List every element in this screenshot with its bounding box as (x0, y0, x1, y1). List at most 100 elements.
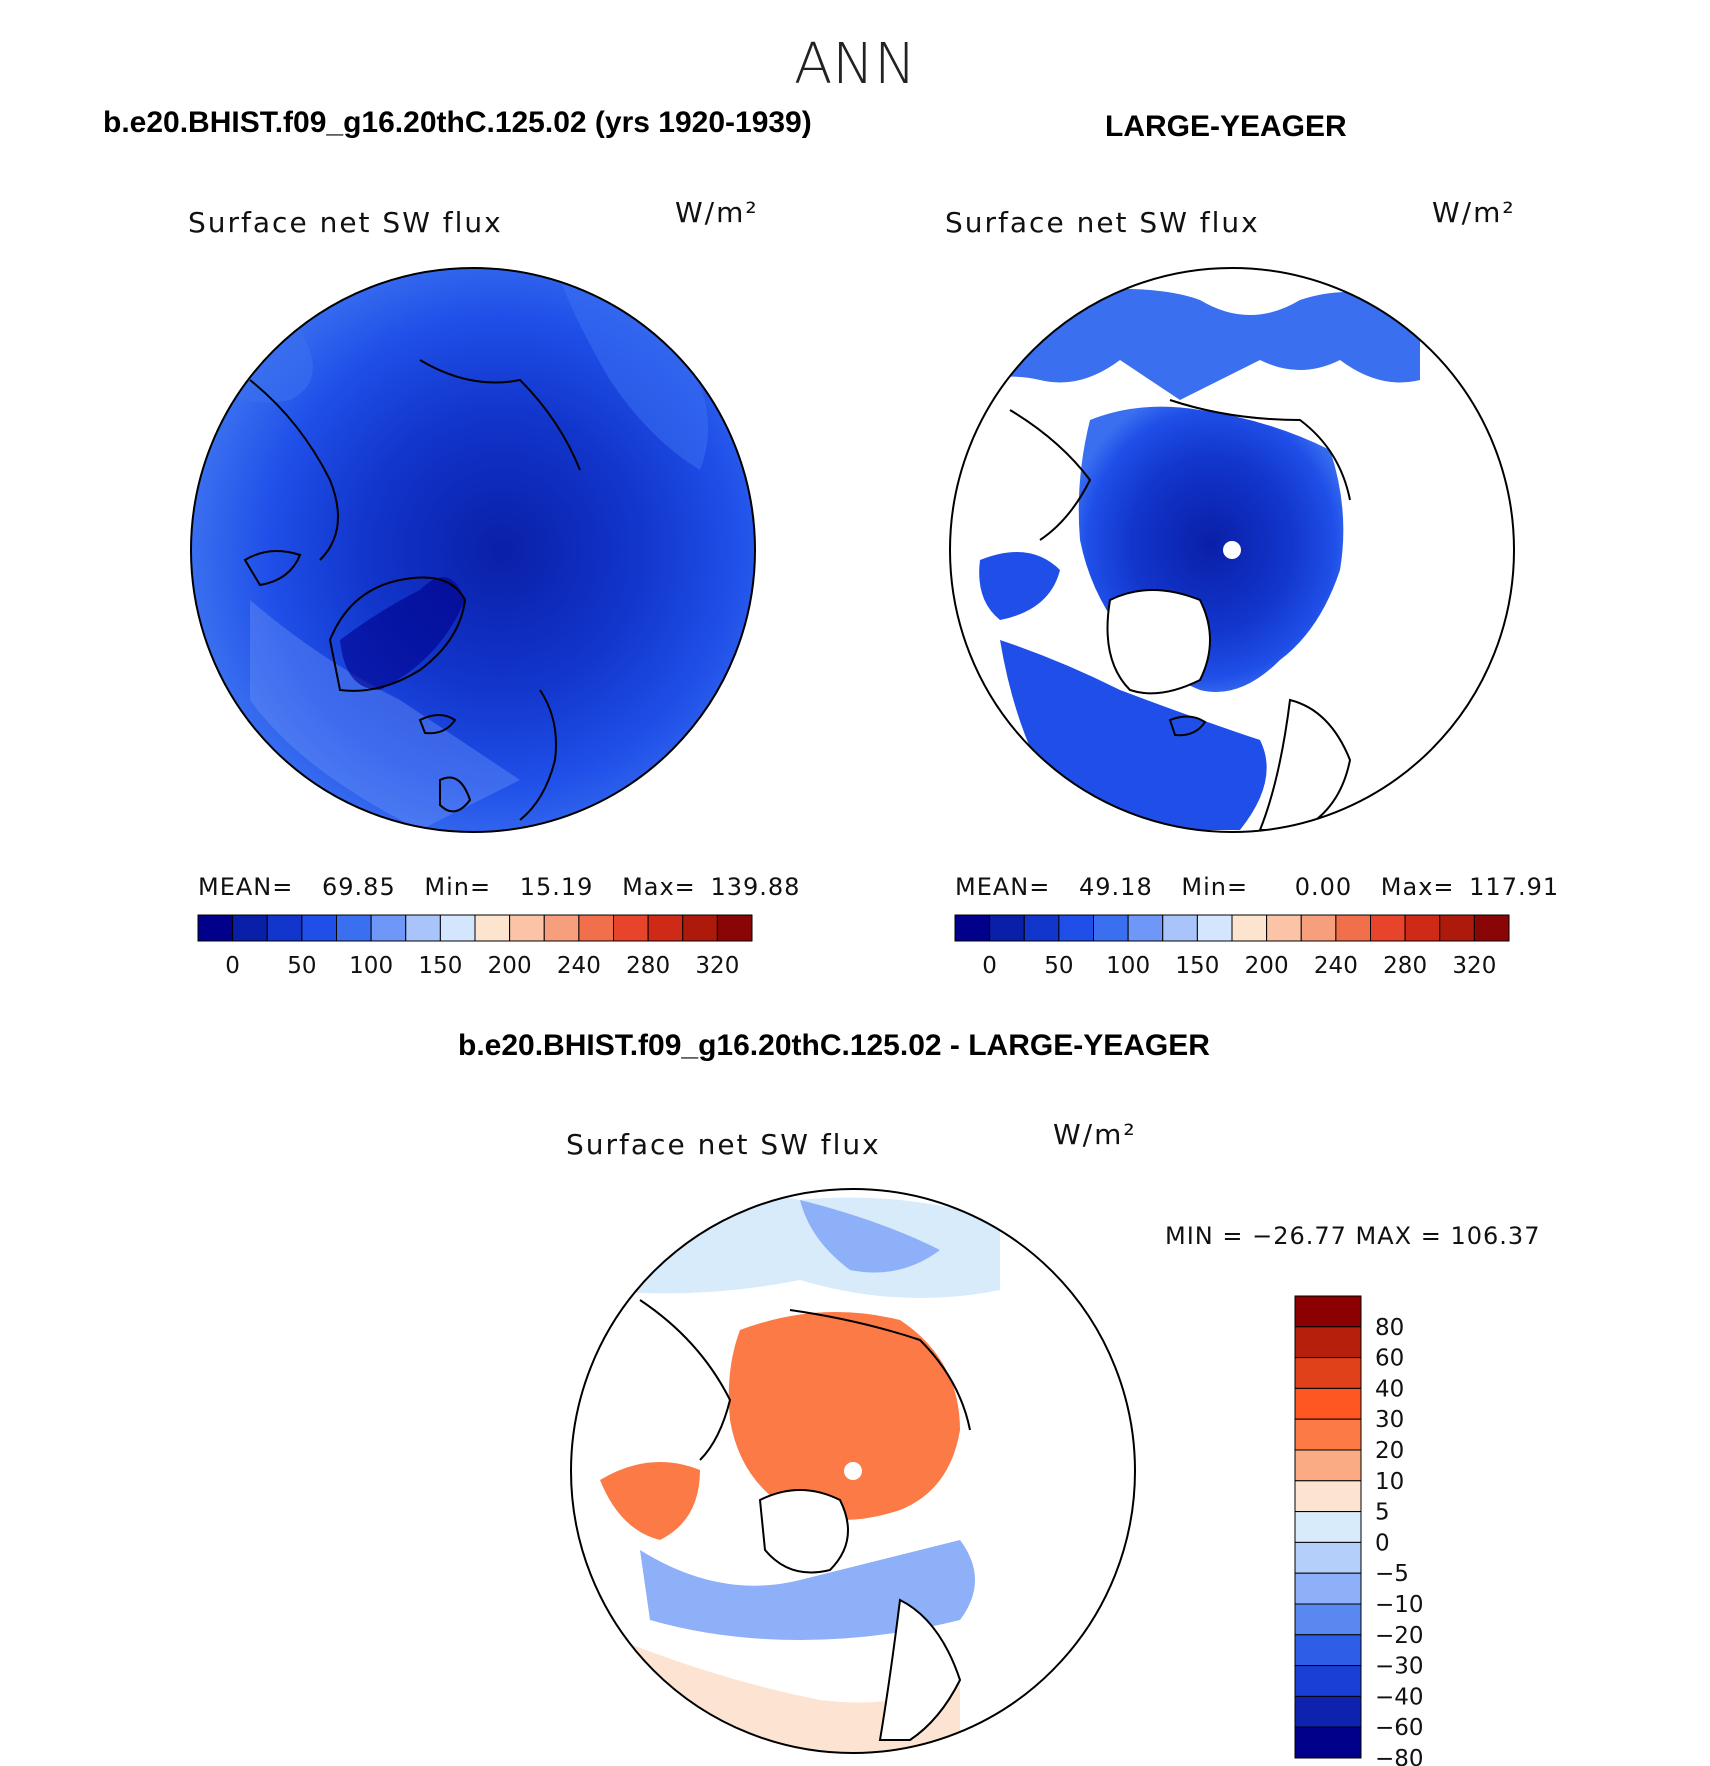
diff-colorbar-swatch (1294, 1603, 1362, 1636)
left-map-coast-scandinavia (519, 689, 557, 821)
diff-colorbar: 80 60 40 30 20 10 5 0 −5 −10 −20 −30 −40 −60 −80 (1294, 1295, 1424, 1766)
diff-colorbar-tick-label: −30 (1375, 1654, 1424, 1680)
diff-panel-title: b.e20.BHIST.f09_g16.20thC.125.02 - LARGE… (458, 1029, 1210, 1062)
diff-colorbar-tick-label: 30 (1375, 1407, 1404, 1433)
left-max-value: 139.88 (710, 873, 801, 901)
right-map-region-labrador (979, 552, 1060, 620)
diff-units-label: W/m² (1053, 1118, 1137, 1151)
diff-colorbar-tick-label: −5 (1375, 1561, 1409, 1587)
left-colorbar-tick-label: 240 (557, 953, 601, 979)
diff-colorbar-swatch (1294, 1357, 1362, 1389)
right-colorbar: 0 50 100 150 200 240 280 320 (954, 914, 1510, 979)
right-map (949, 267, 1515, 833)
diff-colorbar-tick-label: −80 (1375, 1746, 1424, 1766)
right-colorbar-tick-label: 280 (1383, 953, 1427, 979)
right-map-coast-canada (1009, 409, 1092, 541)
diff-colorbar-tick-label: 80 (1375, 1315, 1404, 1341)
right-colorbar-swatch (1162, 914, 1198, 942)
left-colorbar-swatch (474, 914, 511, 942)
left-map-coast-iceland (418, 714, 457, 735)
diff-map (570, 1188, 1136, 1754)
left-colorbar-swatch (647, 914, 684, 942)
left-units-label: W/m² (675, 196, 759, 229)
diff-minmax: MIN = −26.77 MAX = 106.37 (1165, 1222, 1541, 1250)
diff-map-pole-hole (844, 1462, 862, 1480)
left-colorbar-tick-label: 100 (349, 953, 393, 979)
right-map-pole-hole (1223, 541, 1241, 559)
left-colorbar-swatch (716, 914, 753, 942)
left-stats: MEAN= 69.85 Min= 15.19 Max= 139.88 (198, 873, 800, 901)
diff-colorbar-swatch (1294, 1541, 1362, 1574)
right-colorbar-swatch (989, 914, 1025, 942)
right-map-scandinavia-land (1258, 698, 1352, 831)
right-colorbar-swatch (1473, 914, 1510, 942)
diff-colorbar-swatch (1294, 1511, 1362, 1543)
right-mean-value: 49.18 (1079, 873, 1153, 901)
diff-colorbar-swatch (1294, 1665, 1362, 1697)
diff-colorbar-tick-label: 60 (1375, 1346, 1404, 1372)
diff-map-scandinavia-land (878, 1598, 962, 1741)
right-panel-title: LARGE-YEAGER (1105, 110, 1347, 143)
diff-colorbar-tick-label: 5 (1375, 1500, 1390, 1526)
diff-map-region-atlantic (640, 1540, 975, 1640)
right-colorbar-swatch (954, 914, 991, 942)
left-mean-label: MEAN= (198, 873, 294, 901)
left-min-value: 15.19 (519, 873, 594, 901)
left-colorbar-swatch (370, 914, 407, 942)
left-colorbar-swatch (439, 914, 476, 942)
right-map-border (949, 267, 1515, 833)
diff-colorbar-swatch (1294, 1295, 1362, 1328)
left-mean-value: 69.85 (322, 873, 396, 901)
right-colorbar-tick-label: 200 (1245, 953, 1289, 979)
left-map-coast-siberia (419, 359, 581, 471)
left-colorbar-tick-label: 50 (287, 953, 316, 979)
diff-variable-label: Surface net SW flux (566, 1128, 881, 1161)
right-colorbar-swatch (1370, 914, 1406, 942)
right-colorbar-tick-label: 150 (1175, 953, 1219, 979)
right-colorbar-swatch (1300, 914, 1337, 942)
right-colorbar-swatch (1127, 914, 1164, 942)
diff-colorbar-swatch (1294, 1726, 1362, 1759)
right-colorbar-swatch (1266, 914, 1302, 942)
diff-map-border (570, 1188, 1136, 1754)
left-colorbar-swatch (266, 914, 303, 942)
diff-colorbar-swatch (1294, 1418, 1362, 1451)
diff-colorbar-swatch (1294, 1695, 1362, 1728)
left-map-region-pacific (200, 315, 313, 403)
diff-colorbar-swatch (1294, 1480, 1362, 1513)
diff-colorbar-tick-label: 20 (1375, 1438, 1404, 1464)
diff-colorbar-swatch (1294, 1449, 1362, 1482)
right-max-value: 117.91 (1469, 873, 1560, 901)
left-colorbar-tick-label: 150 (418, 953, 462, 979)
diff-colorbar-tick-label: 10 (1375, 1469, 1404, 1495)
diff-colorbar-tick-label: −20 (1375, 1623, 1424, 1649)
diff-colorbar-tick-label: −60 (1375, 1715, 1424, 1741)
page-title: ANN (793, 32, 917, 97)
left-map-coast-baffin (243, 550, 302, 587)
left-variable-label: Surface net SW flux (188, 206, 503, 239)
left-colorbar-swatch (543, 914, 580, 942)
right-colorbar-tick-label: 320 (1452, 953, 1496, 979)
diff-map-coast-canada (639, 1299, 732, 1461)
diff-map-region-bering (800, 1200, 940, 1273)
right-colorbar-swatch (1335, 914, 1371, 942)
diff-map-greenland-land (758, 1489, 849, 1574)
right-map-greenland-land (1106, 589, 1211, 695)
left-colorbar-tick-label: 200 (488, 953, 532, 979)
right-colorbar-swatch (1231, 914, 1268, 942)
right-colorbar-swatch (1196, 914, 1233, 942)
right-stats: MEAN= 49.18 Min= 0.00 Max= 117.91 (955, 873, 1559, 901)
right-colorbar-tick-label: 0 (982, 953, 997, 979)
right-colorbar-tick-label: 50 (1044, 953, 1073, 979)
diff-colorbar-swatch (1294, 1572, 1362, 1605)
diff-map-region-labrador (600, 1462, 700, 1540)
right-mean-label: MEAN= (955, 873, 1051, 901)
left-colorbar-tick-label: 0 (225, 953, 240, 979)
left-colorbar: 0 50 100 150 200 240 280 320 (197, 914, 753, 979)
left-map-field (191, 268, 755, 832)
left-colorbar-swatch (682, 914, 718, 942)
right-colorbar-tick-label: 100 (1106, 953, 1150, 979)
right-units-label: W/m² (1432, 196, 1516, 229)
diff-colorbar-tick-label: 0 (1375, 1530, 1390, 1556)
diff-map-region-arctic-ocean (728, 1312, 960, 1520)
